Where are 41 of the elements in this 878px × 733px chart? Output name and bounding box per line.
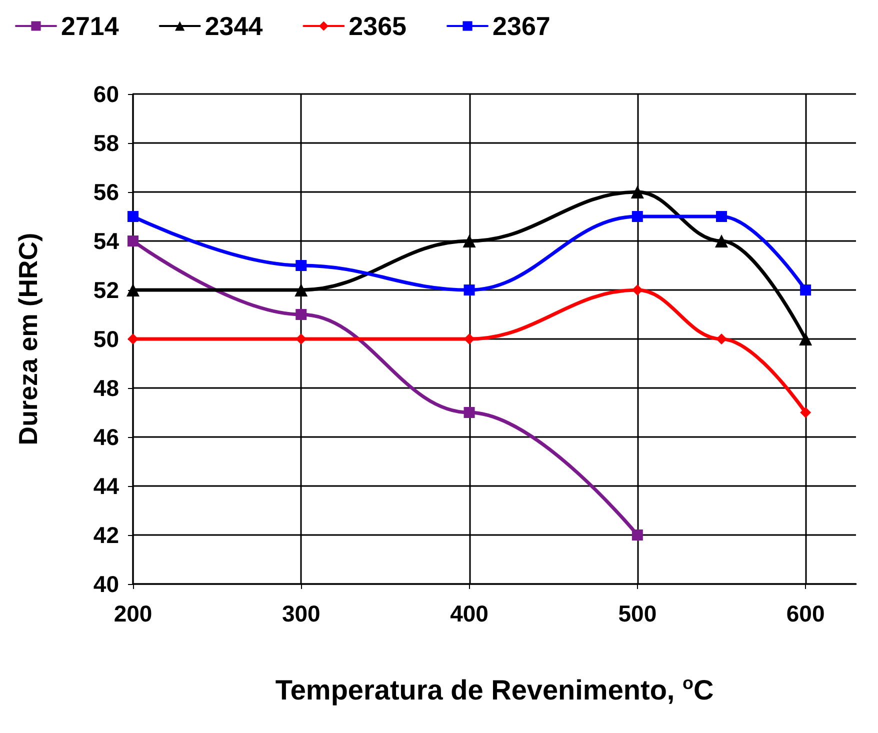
y-tick-label: 52 [93,277,119,303]
point [128,334,138,344]
legend-label: 2367 [492,11,550,41]
y-tick-label: 56 [93,179,119,205]
point [716,334,727,344]
point [799,332,812,346]
legend-label: 2344 [204,11,264,41]
y-tick-label: 50 [93,326,119,352]
point [294,284,308,296]
point [296,309,307,320]
point [800,407,812,418]
point [128,211,138,222]
point [714,234,728,248]
y-tick-label: 48 [93,375,120,401]
point [632,530,643,540]
x-tick-label: 500 [618,600,657,626]
point [126,284,140,296]
point [800,284,812,296]
x-tick-label: 200 [114,600,152,626]
legend-label: 2365 [348,11,407,41]
y-tick-label: 40 [93,571,119,597]
y-tick-label: 46 [93,424,119,450]
y-tick-label: 54 [93,228,120,254]
y-tick-label: 60 [93,81,119,107]
x-tick-label: 300 [282,600,320,626]
x-tick-label: 400 [450,600,488,626]
point [128,236,138,246]
point [464,334,475,344]
point [464,284,475,296]
point [716,211,727,222]
point [630,186,644,198]
point [462,234,476,248]
y-axis-title: Dureza em (HRC) [13,232,43,446]
point [464,407,475,418]
y-tick-label: 58 [93,130,120,156]
legend-label: 2714 [61,11,120,41]
y-tick-label: 44 [93,473,120,499]
point [296,260,307,271]
point [632,211,643,222]
x-tick-label: 600 [786,600,825,626]
y-tick-label: 42 [93,522,119,548]
